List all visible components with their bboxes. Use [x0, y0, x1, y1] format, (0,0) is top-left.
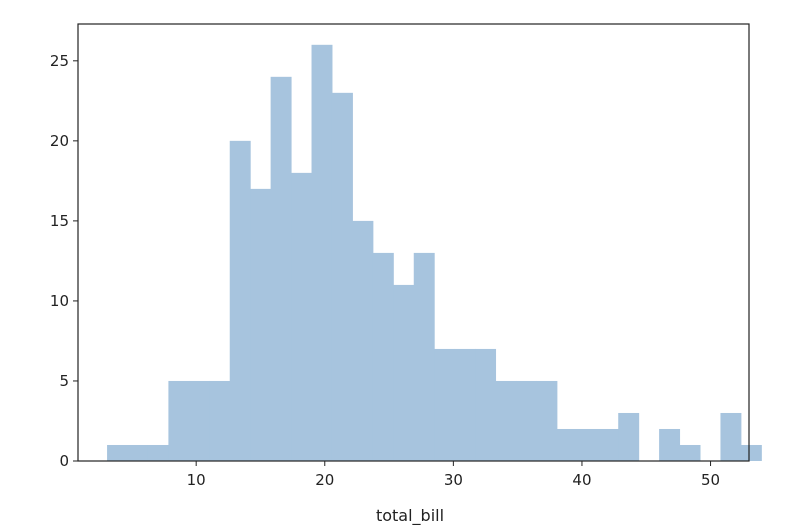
y-tick-label: 15 [50, 212, 69, 230]
histogram-bar [209, 380, 231, 461]
histogram-bars [107, 44, 762, 462]
y-tick-label: 20 [50, 132, 69, 150]
y-tick-label: 0 [59, 452, 69, 470]
histogram-bar [331, 92, 353, 461]
x-tick-label: 40 [572, 471, 591, 489]
x-tick-label: 10 [187, 471, 206, 489]
histogram-bar [250, 188, 272, 461]
histogram-bar [270, 76, 292, 462]
histogram-bar [679, 444, 701, 461]
histogram-bar [393, 284, 415, 461]
histogram-bar [107, 444, 129, 461]
x-tick-label: 30 [444, 471, 463, 489]
x-tick-label: 20 [315, 471, 334, 489]
y-tick-label: 25 [50, 52, 69, 70]
histogram-bar [577, 428, 599, 461]
histogram-bar [352, 220, 374, 461]
x-axis-ticks: 10 20 30 40 50 [187, 461, 720, 489]
plot-frame [77, 23, 750, 462]
histogram-bar [229, 140, 251, 461]
x-axis-title: total_bill [376, 506, 444, 526]
histogram-bar [597, 428, 619, 461]
y-axis-ticks: 0 5 10 15 20 25 [50, 52, 78, 470]
histogram-bar [556, 428, 578, 461]
histogram-bar [740, 444, 762, 461]
histogram-bar [372, 252, 394, 461]
histogram-bar [127, 444, 149, 461]
histogram-bar [515, 380, 537, 461]
histogram-bar [291, 172, 313, 461]
histogram-bar [413, 252, 435, 461]
histogram-bar [147, 444, 169, 461]
histogram-bar [536, 380, 558, 461]
x-tick-label: 50 [701, 471, 720, 489]
histogram-bar [434, 348, 456, 461]
histogram-bar [659, 428, 681, 461]
histogram-bar [475, 348, 497, 461]
y-tick-label: 5 [59, 372, 69, 390]
histogram-bar [311, 44, 333, 462]
y-tick-label: 10 [50, 292, 69, 310]
histogram-bar [168, 380, 190, 461]
histogram-bar [495, 380, 517, 461]
histogram-bar [454, 348, 476, 461]
histogram-bar [720, 412, 742, 461]
histogram-bar [618, 412, 640, 461]
histogram-bar [188, 380, 210, 461]
